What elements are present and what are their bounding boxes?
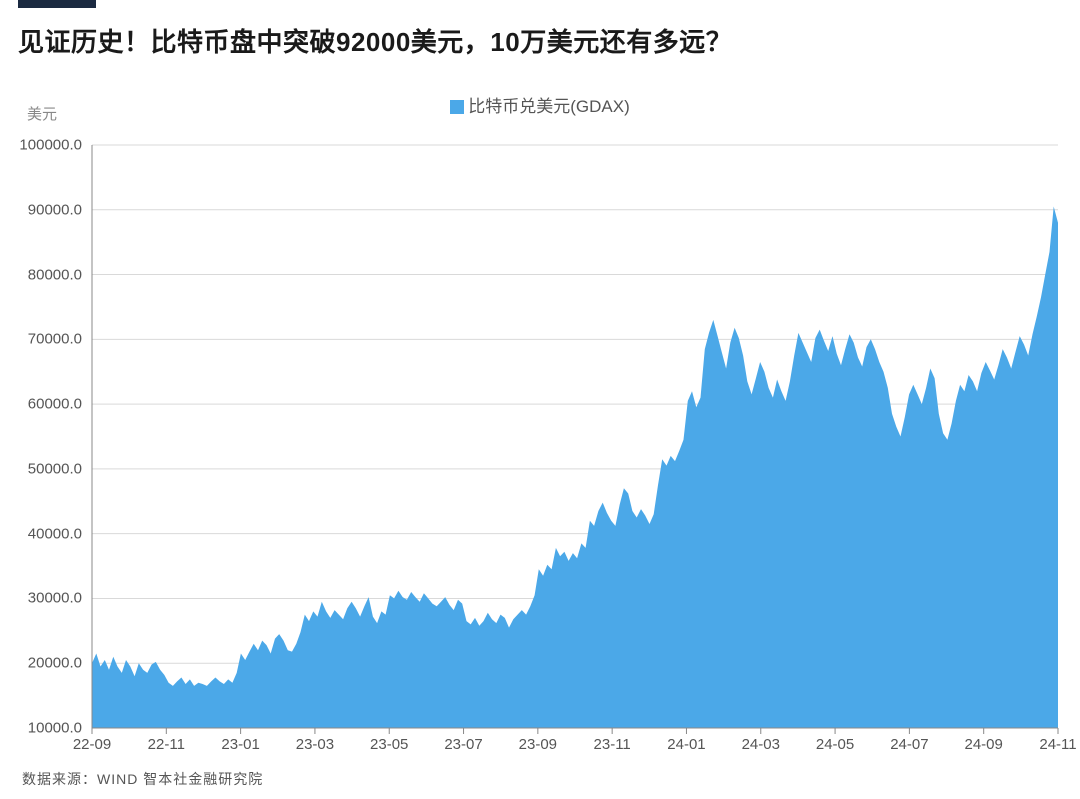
x-tick-label: 24-03 <box>742 728 780 753</box>
y-tick-label: 60000.0 <box>28 396 92 413</box>
x-tick-label: 22-09 <box>73 728 111 753</box>
x-tick-label: 23-03 <box>296 728 334 753</box>
top-accent-bar <box>18 0 96 8</box>
y-tick-label: 30000.0 <box>28 590 92 607</box>
x-tick-label: 23-07 <box>444 728 482 753</box>
y-tick-label: 70000.0 <box>28 331 92 348</box>
data-source-label: 数据来源：WIND 智本社金融研究院 <box>22 769 263 789</box>
x-tick-label: 24-07 <box>890 728 928 753</box>
x-tick-label: 23-05 <box>370 728 408 753</box>
x-tick-label: 24-05 <box>816 728 854 753</box>
area-chart-svg <box>92 145 1058 728</box>
y-tick-label: 100000.0 <box>19 137 92 154</box>
legend-label: 比特币兑美元(GDAX) <box>468 97 630 116</box>
x-tick-label: 23-01 <box>221 728 259 753</box>
x-tick-label: 24-01 <box>667 728 705 753</box>
x-tick-label: 23-11 <box>594 728 631 753</box>
x-tick-label: 24-09 <box>965 728 1003 753</box>
x-tick-label: 23-09 <box>519 728 557 753</box>
legend-swatch <box>450 100 464 114</box>
legend: 比特币兑美元(GDAX) <box>0 92 1080 117</box>
chart-title: 见证历史！比特币盘中突破92000美元，10万美元还有多远？ <box>18 22 732 59</box>
y-tick-label: 80000.0 <box>28 266 92 283</box>
y-tick-label: 90000.0 <box>28 201 92 218</box>
y-tick-label: 50000.0 <box>28 460 92 477</box>
x-tick-label: 24-11 <box>1039 728 1076 753</box>
y-tick-label: 20000.0 <box>28 655 92 672</box>
chart-plot-area: 10000.020000.030000.040000.050000.060000… <box>92 145 1058 728</box>
x-tick-label: 22-11 <box>148 728 185 753</box>
y-tick-label: 40000.0 <box>28 525 92 542</box>
